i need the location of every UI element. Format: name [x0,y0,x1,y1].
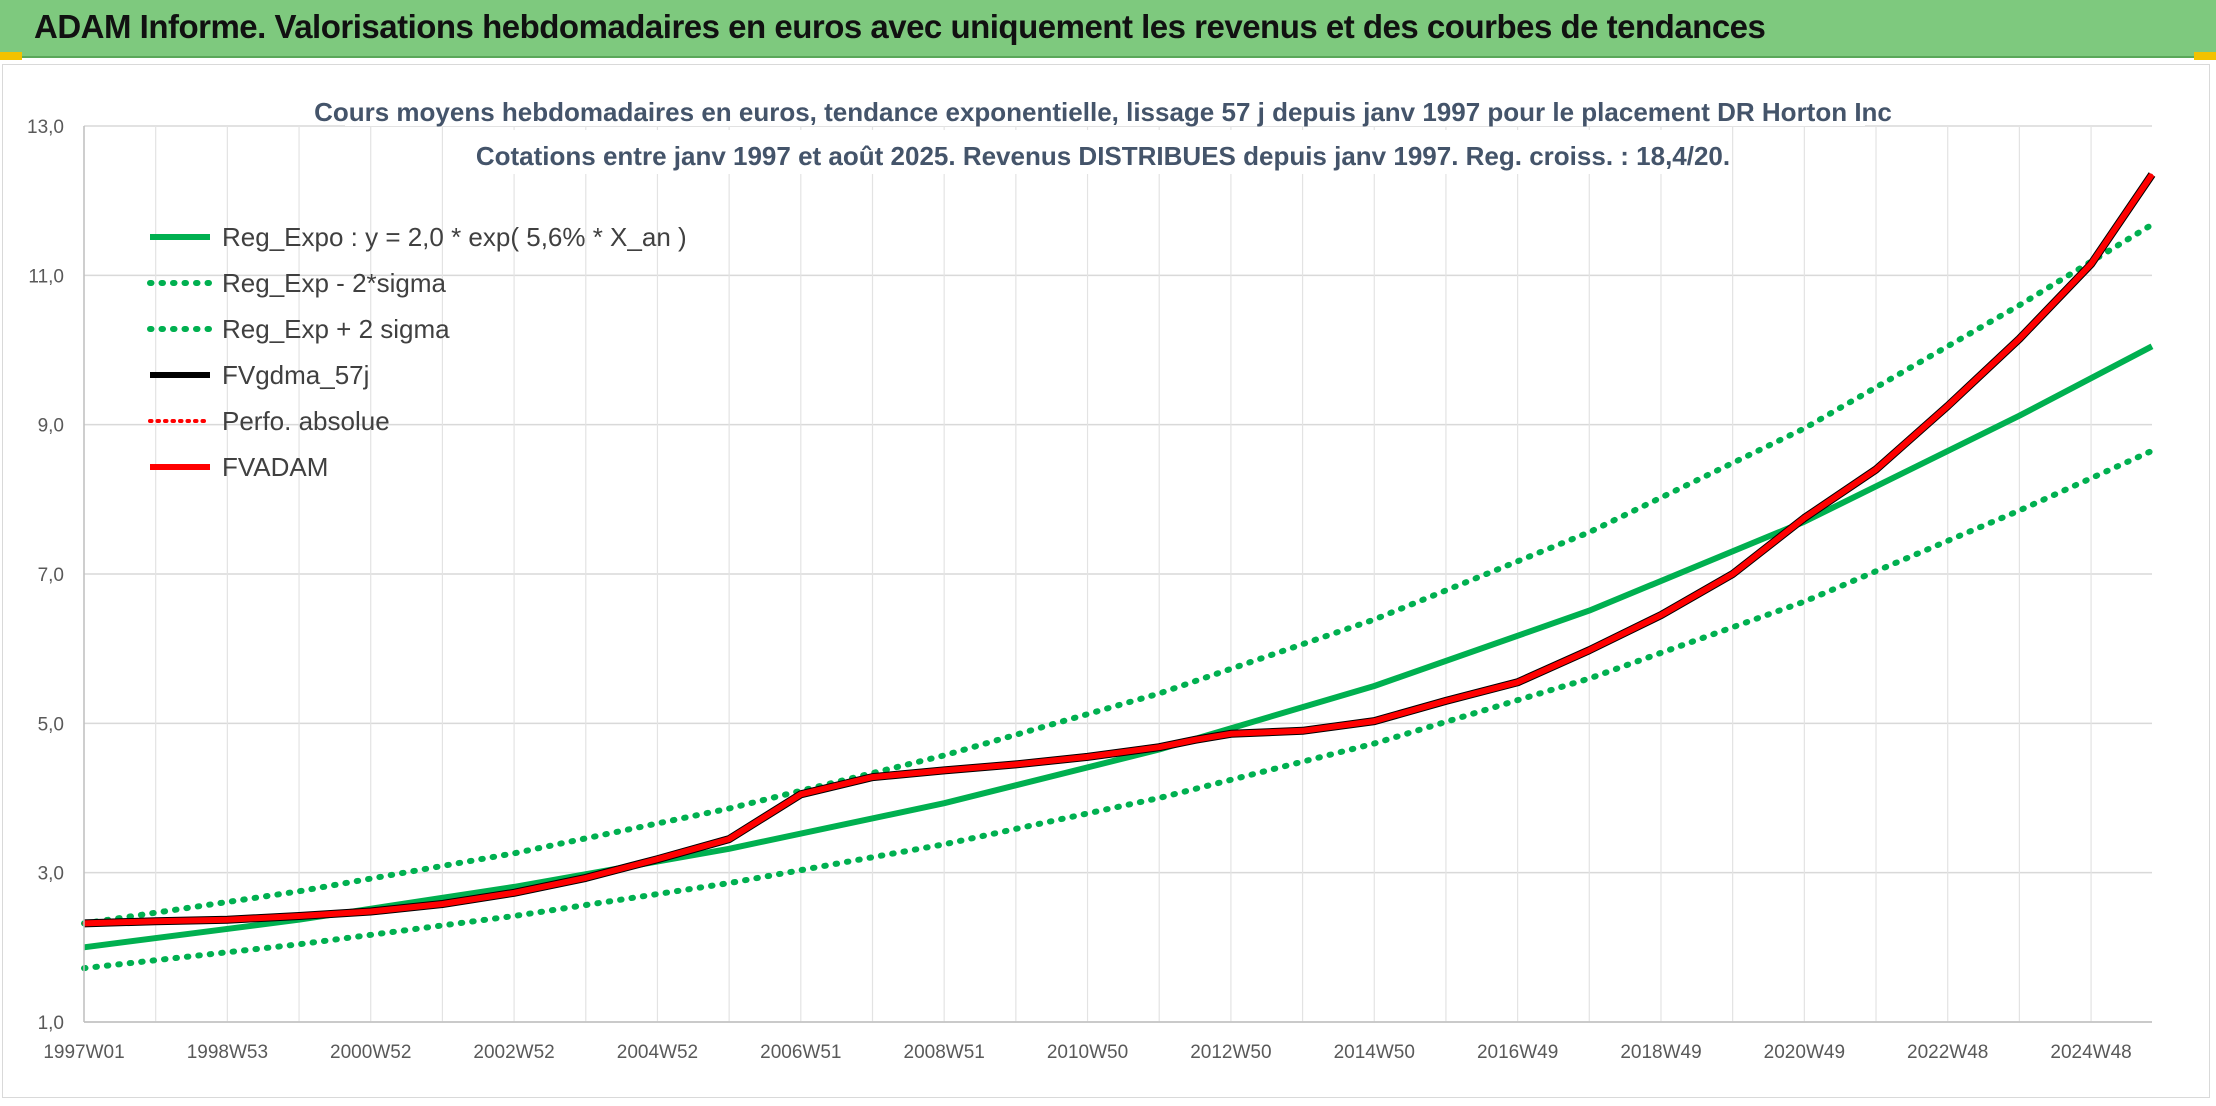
y-tick-label: 9,0 [38,416,64,437]
y-tick-label: 3,0 [38,864,64,885]
header-corner-left [0,52,22,60]
x-tick-label: 2018W49 [1620,1042,1701,1063]
chart-legend: Reg_Expo : y = 2,0 * exp( 5,6% * X_an ) R… [147,222,687,482]
legend-label: FVgdma_57j [222,360,369,390]
report-header: ADAM Informe. Valorisations hebdomadaire… [0,0,2216,60]
y-tick-label: 13,0 [27,117,64,138]
x-tick-label: 2024W48 [2050,1042,2131,1063]
x-tick-label: 2022W48 [1907,1042,1988,1063]
series-line-6 [83,172,2155,927]
legend-label: Perfo. absolue [222,406,390,436]
series-layer [81,172,2156,972]
x-tick-label: 2014W50 [1334,1042,1415,1063]
x-tick-label: 2008W51 [904,1042,985,1063]
series-line-2 [81,447,2155,972]
x-tick-label: 2016W49 [1477,1042,1558,1063]
series-line-1 [83,343,2154,951]
x-tick-label: 2002W52 [473,1042,554,1063]
x-tick-label: 2010W50 [1047,1042,1128,1063]
legend-label: FVADAM [222,452,328,482]
header-corner-right [2194,52,2216,60]
x-tick-label: 2012W50 [1190,1042,1271,1063]
y-tick-label: 11,0 [28,266,64,287]
legend-label: Reg_Exp - 2*sigma [222,268,447,298]
chart-title: Cours moyens hebdomadaires en euros, ten… [314,97,1892,127]
chart-subtitle: Cotations entre janv 1997 et août 2025. … [476,141,1730,171]
y-tick-label: 7,0 [38,565,64,586]
chart-title-block: Cours moyens hebdomadaires en euros, ten… [314,86,1892,174]
x-tick-label: 2006W51 [760,1042,841,1063]
grid-layer [83,125,2152,1023]
legend-label: Reg_Exp + 2 sigma [222,314,450,344]
y-tick-label: 1,0 [38,1013,64,1034]
x-tick-label: 1997W01 [43,1042,124,1063]
x-tick-label: 1998W53 [187,1042,268,1063]
legend-label: Reg_Expo : y = 2,0 * exp( 5,6% * X_an ) [222,222,687,252]
x-tick-label: 2004W52 [617,1042,698,1063]
report-title: ADAM Informe. Valorisations hebdomadaire… [34,8,1766,45]
y-tick-label: 5,0 [38,714,64,735]
x-tick-label: 2000W52 [330,1042,411,1063]
x-tick-label: 2020W49 [1764,1042,1845,1063]
axis-layer: 1,0 3,0 5,0 7,0 9,0 11,0 13,0 1997W01 1998W53 200… [27,117,2152,1063]
chart-frame [2,64,2210,1098]
